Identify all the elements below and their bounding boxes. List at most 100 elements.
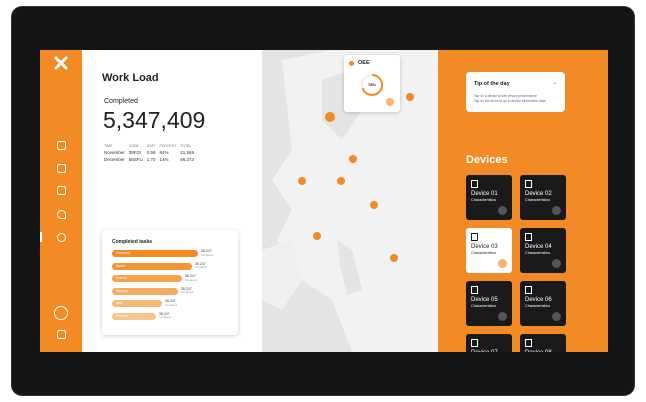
table-header-cell: TOTAL	[180, 144, 192, 148]
device-name: Device 02	[525, 191, 552, 197]
logout-icon[interactable]	[57, 330, 66, 339]
screen: Work Load Completed 5,347,409 TIME CODE S/…	[40, 50, 608, 352]
task-value-number: 38,247	[159, 311, 170, 316]
device-icon	[525, 339, 532, 347]
completed-value: 5,347,409	[103, 107, 206, 133]
oee-card[interactable]: OEE 78%	[344, 55, 400, 112]
tasks-card: Completed tasks Germany 38,247 Completed Sp…	[102, 230, 238, 335]
profile-icon[interactable]	[54, 306, 68, 320]
panel-title: Work Load	[102, 72, 159, 84]
device-arrow-button[interactable]	[498, 206, 507, 215]
devices-title: Devices	[466, 154, 508, 166]
device-card[interactable]: Device 02 Characteristics	[520, 175, 566, 220]
task-value-number: 38,247	[181, 286, 192, 291]
table-row: November 39FGI 0.58 84% 21,568	[104, 149, 198, 156]
table-cell: 68SFU	[128, 157, 143, 162]
workload-table: TIME CODE S/MT PERCENT TOTAL November 39FGI 0.…	[104, 143, 198, 163]
task-name: France	[116, 276, 127, 280]
task-name: Norway	[116, 288, 128, 293]
device-card[interactable]: Device 05 Characteristics	[466, 281, 512, 326]
completed-label: Completed	[104, 98, 138, 105]
task-value: 38,247 Completed	[195, 261, 208, 271]
table-cell: 56,273	[180, 157, 195, 162]
device-arrow-button[interactable]	[552, 312, 561, 321]
table-row: December 68SFU 1.70 14% 56,273	[104, 156, 198, 163]
device-card[interactable]: Device 08Characteristics	[520, 334, 566, 352]
devices-panel: Tip of the day ⌄ Tap on a device to see …	[438, 50, 608, 352]
table-cell: November	[104, 150, 125, 155]
device-subtitle: Characteristics	[471, 251, 497, 255]
device-card[interactable]: Device 07Characteristics	[466, 334, 512, 352]
table-header-cell: CODE	[128, 144, 139, 148]
oee-value: 78%	[367, 82, 376, 87]
task-value-number: 38,247	[165, 299, 176, 303]
task-value: 38,247 Completed	[181, 286, 193, 296]
device-icon	[471, 180, 478, 188]
device-card[interactable]: Device 06 Characteristics	[520, 281, 566, 326]
task-name: Italy	[116, 301, 123, 305]
device-card[interactable]: Device 03 Characteristics	[466, 228, 512, 273]
task-bar: Spain	[112, 262, 192, 270]
table-cell: 21,568	[180, 150, 195, 155]
device-name: Device 03	[471, 244, 498, 250]
device-subtitle: Characteristics	[471, 198, 497, 202]
task-value-number: 38,247	[195, 261, 206, 266]
nav-icon[interactable]	[57, 164, 66, 173]
device-name: Device 08	[525, 350, 552, 352]
task-value-caption: Completed	[201, 253, 214, 257]
nav-icon[interactable]	[57, 141, 66, 150]
sidebar	[40, 50, 82, 352]
task-name: Finland	[116, 313, 128, 318]
device-subtitle: Characteristics	[525, 198, 551, 202]
task-value: 38,247 Completed	[165, 299, 178, 308]
device-name: Device 04	[525, 244, 552, 250]
map-pins	[298, 93, 414, 262]
device-icon	[525, 233, 532, 241]
device-name: Device 05	[471, 297, 498, 303]
nav-icon[interactable]	[57, 233, 66, 242]
device-subtitle: Characteristics	[471, 304, 497, 308]
task-bar: Finland	[112, 312, 156, 320]
task-name: Germany	[116, 251, 131, 255]
device-arrow-button[interactable]	[552, 259, 561, 268]
oee-dot	[349, 61, 354, 66]
logo	[54, 56, 68, 70]
device-card[interactable]: Device 04 Characteristics	[520, 228, 566, 273]
tasks-title: Completed tasks	[112, 239, 153, 245]
task-value-caption: Completed	[195, 266, 208, 270]
device-arrow-button[interactable]	[552, 206, 561, 215]
table-cell: 84%	[159, 150, 169, 155]
nav-icon[interactable]	[57, 210, 66, 219]
device-subtitle: Characteristics	[525, 304, 551, 308]
table-header-cell: PERCENT	[159, 144, 177, 148]
device-arrow-button[interactable]	[498, 312, 507, 321]
device-name: Device 07	[471, 350, 498, 352]
device-name: Device 06	[525, 297, 552, 303]
oee-button[interactable]	[386, 98, 394, 106]
task-value-caption: Completed	[165, 303, 178, 307]
tip-chevron[interactable]: ⌄	[552, 80, 557, 86]
device-icon	[471, 339, 478, 347]
device-card[interactable]: Device 01 Characteristics	[466, 175, 512, 220]
device-arrow-button[interactable]	[498, 259, 507, 268]
task-value-caption: Completed	[185, 278, 198, 282]
device-icon	[525, 180, 532, 188]
device-subtitle: Characteristics	[525, 251, 551, 255]
table-cell: 39FGI	[128, 150, 142, 155]
map-shapes	[262, 50, 438, 352]
nav-icon[interactable]	[57, 186, 66, 195]
device-name: Device 01	[471, 191, 498, 197]
table-header-cell: S/MT	[146, 144, 156, 148]
table-cell: December	[104, 157, 125, 162]
task-value: 38,247 Completed	[201, 249, 214, 258]
tip-card: Tip of the day ⌄ Tap on a device to see …	[466, 72, 565, 112]
tip-line: Tap on a device to see device performanc…	[474, 94, 537, 98]
workload-panel: Work Load Completed 5,347,409 TIME CODE S/…	[82, 50, 262, 352]
task-value: 38,247 Completed	[159, 311, 172, 321]
task-value: 38,247 Completed	[185, 274, 198, 283]
device-icon	[471, 286, 478, 294]
table-cell: 1.70	[146, 157, 156, 162]
task-value-caption: Completed	[159, 316, 172, 320]
table-cell: 0.58	[146, 150, 156, 155]
